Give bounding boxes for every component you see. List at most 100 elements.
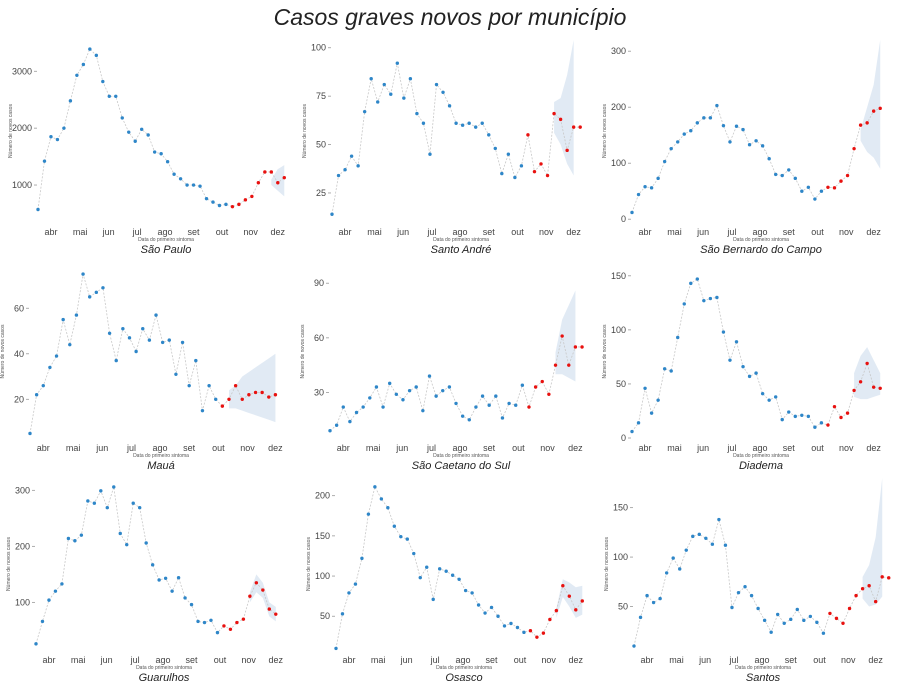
observed-point — [395, 61, 400, 65]
projected-point — [860, 587, 865, 591]
observed-point — [75, 73, 79, 77]
observed-point — [441, 388, 445, 393]
observed-point — [821, 631, 826, 635]
y-axis-title: Número de novos casos — [302, 104, 308, 158]
y-tick-label: 100 — [15, 597, 30, 607]
observed-point — [480, 121, 484, 125]
x-tick-label: jul — [130, 655, 140, 665]
observed-point — [664, 571, 669, 575]
confidence-band — [228, 353, 276, 423]
observed-point — [754, 371, 758, 375]
observed-point — [819, 421, 824, 425]
observed-point — [476, 603, 481, 607]
x-axis-title: Data do primeiro sintoma — [136, 665, 192, 671]
observed-point — [520, 383, 525, 387]
observed-point — [480, 394, 485, 398]
observed-point — [728, 140, 732, 144]
x-tick-label: nov — [841, 655, 856, 665]
projected-point — [865, 121, 869, 125]
x-tick-label: mai — [667, 443, 682, 453]
observed-point — [41, 383, 45, 388]
observed-point — [211, 200, 215, 204]
observed-point — [500, 416, 505, 420]
projected-point — [233, 383, 238, 388]
series-line — [37, 48, 285, 210]
observed-point — [118, 531, 122, 536]
x-tick-label: abr — [639, 227, 652, 237]
projected-point — [832, 186, 837, 190]
projected-point — [541, 631, 546, 635]
x-tick-label: out — [811, 443, 824, 453]
observed-point — [133, 139, 137, 143]
y-tick-label: 3000 — [12, 66, 32, 76]
observed-point — [496, 614, 500, 618]
x-tick-label: jul — [728, 655, 738, 665]
city-name: Santos — [746, 672, 781, 684]
observed-point — [170, 589, 174, 593]
observed-point — [48, 365, 52, 370]
y-tick-label: 300 — [15, 485, 30, 495]
observed-point — [649, 411, 654, 415]
observed-point — [174, 372, 178, 376]
observed-point — [202, 620, 207, 625]
projected-point — [565, 148, 569, 153]
observed-point — [723, 543, 728, 547]
observed-point — [651, 600, 656, 605]
observed-point — [198, 184, 202, 188]
projected-point — [227, 397, 231, 402]
observed-point — [808, 614, 813, 619]
x-tick-label: dez — [568, 443, 583, 453]
observed-point — [467, 418, 471, 422]
observed-point — [450, 573, 455, 577]
y-tick-label: 100 — [611, 325, 626, 335]
x-tick-label: dez — [271, 227, 286, 237]
observed-point — [389, 92, 393, 96]
observed-point — [141, 327, 145, 331]
projected-point — [241, 617, 246, 621]
y-axis-title: Número de novos casos — [306, 537, 312, 591]
observed-point — [101, 79, 105, 84]
projected-point — [535, 635, 539, 639]
x-tick-label: jun — [395, 443, 408, 453]
observed-point — [662, 367, 667, 371]
projected-point — [878, 106, 882, 111]
projected-point — [247, 393, 251, 397]
observed-point — [189, 602, 194, 607]
city-name: Diadema — [739, 460, 783, 472]
projected-point — [858, 123, 863, 127]
observed-point — [399, 534, 403, 539]
x-tick-label: out — [214, 655, 227, 665]
observed-point — [470, 591, 474, 595]
x-tick-label: set — [785, 655, 798, 665]
observed-point — [434, 394, 438, 398]
observed-point — [415, 111, 419, 116]
projected-point — [527, 405, 531, 409]
x-tick-label: abr — [342, 655, 355, 665]
observed-point — [176, 576, 181, 580]
projected-point — [873, 599, 878, 604]
observed-point — [509, 621, 513, 626]
observed-point — [769, 630, 773, 634]
y-tick-label: 200 — [315, 491, 330, 501]
observed-point — [454, 121, 458, 125]
x-tick-label: set — [483, 227, 496, 237]
x-tick-label: out — [811, 227, 824, 237]
observed-point — [630, 210, 634, 215]
y-tick-label: 0 — [621, 433, 626, 443]
x-tick-label: jun — [100, 655, 113, 665]
observed-point — [702, 298, 706, 303]
x-tick-label: abr — [339, 227, 352, 237]
observed-point — [437, 567, 442, 571]
chart-panel-0: 1000 2000 3000 abr mai jun jul ago set out nov dez D… — [8, 47, 286, 256]
observed-point — [407, 388, 412, 393]
observed-point — [101, 286, 105, 290]
chart-panel-4: 30 60 90 abr mai jun jul ago set out nov dez Data do… — [300, 278, 584, 472]
x-tick-label: ago — [152, 443, 167, 453]
y-tick-label: 300 — [611, 46, 626, 56]
observed-point — [215, 630, 220, 635]
x-tick-label: dez — [866, 443, 881, 453]
observed-point — [649, 186, 654, 190]
x-tick-label: jun — [698, 655, 711, 665]
observed-point — [715, 103, 719, 108]
